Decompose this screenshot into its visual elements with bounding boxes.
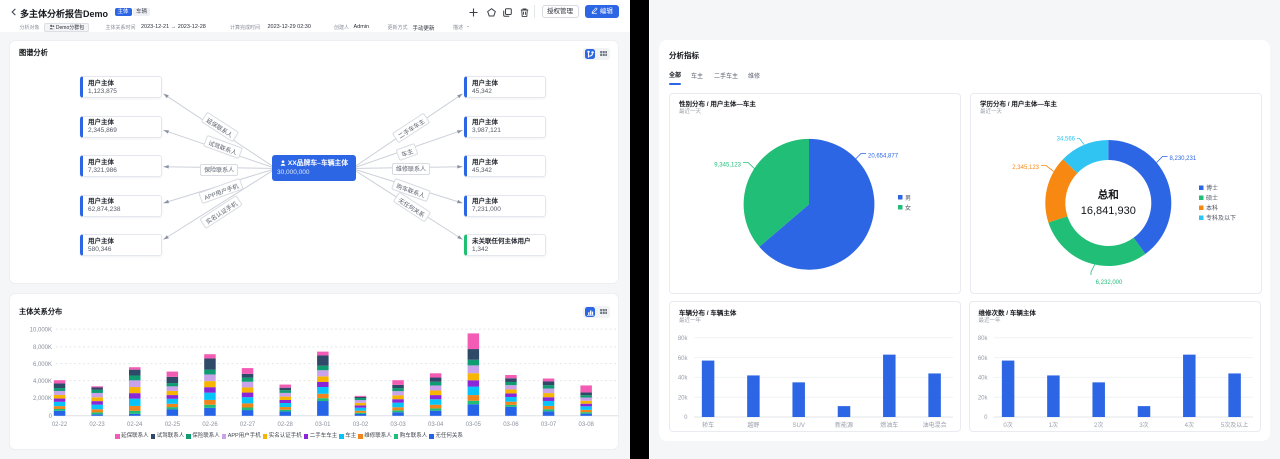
svg-text:02-24: 02-24: [127, 421, 143, 427]
svg-text:0: 0: [984, 415, 988, 421]
svg-text:0: 0: [49, 414, 53, 420]
svg-text:20k: 20k: [678, 395, 689, 401]
svg-text:4,000K: 4,000K: [33, 378, 52, 384]
svg-text:03-02: 03-02: [353, 421, 369, 427]
svg-text:3次: 3次: [1139, 421, 1148, 429]
svg-text:博士: 博士: [1206, 184, 1218, 192]
svg-text:2,000K: 2,000K: [33, 396, 52, 402]
svg-text:硕士: 硕士: [1206, 194, 1218, 202]
svg-text:总和: 总和: [1098, 188, 1119, 201]
svg-text:本科: 本科: [1206, 204, 1218, 212]
svg-text:02-22: 02-22: [52, 421, 68, 427]
svg-text:专科及以下: 专科及以下: [1206, 214, 1236, 222]
svg-text:20,654,877: 20,654,877: [868, 153, 899, 159]
svg-text:02-25: 02-25: [165, 421, 181, 427]
svg-text:80k: 80k: [678, 336, 689, 342]
svg-text:03-07: 03-07: [541, 421, 557, 427]
svg-text:40k: 40k: [678, 376, 689, 382]
svg-text:03-03: 03-03: [390, 421, 406, 427]
svg-text:越野: 越野: [747, 421, 759, 429]
svg-text:1次: 1次: [1048, 421, 1057, 429]
svg-text:10,000K: 10,000K: [30, 327, 52, 333]
svg-text:0: 0: [684, 415, 688, 421]
svg-text:9,345,123: 9,345,123: [714, 162, 741, 168]
svg-text:轿车: 轿车: [702, 421, 714, 429]
svg-text:02-28: 02-28: [278, 421, 294, 427]
svg-text:02-27: 02-27: [240, 421, 256, 427]
svg-text:60k: 60k: [977, 356, 988, 362]
svg-text:6,000K: 6,000K: [33, 361, 52, 367]
svg-text:03-06: 03-06: [503, 421, 519, 427]
svg-text:新能源: 新能源: [835, 421, 853, 429]
svg-text:2次: 2次: [1094, 421, 1103, 429]
svg-text:0次: 0次: [1003, 421, 1012, 429]
svg-text:油电混合: 油电混合: [923, 421, 947, 429]
svg-text:燃油车: 燃油车: [880, 421, 898, 429]
svg-text:16,841,930: 16,841,930: [1081, 205, 1136, 217]
svg-text:男: 男: [905, 195, 911, 202]
svg-text:6,232,000: 6,232,000: [1096, 280, 1123, 286]
svg-text:03-08: 03-08: [579, 421, 595, 427]
svg-text:03-05: 03-05: [466, 421, 482, 427]
svg-text:4次: 4次: [1184, 421, 1193, 429]
svg-text:20k: 20k: [977, 395, 988, 401]
svg-text:03-04: 03-04: [428, 421, 444, 427]
svg-text:03-01: 03-01: [315, 421, 331, 427]
svg-text:8,000K: 8,000K: [33, 345, 52, 351]
svg-text:80k: 80k: [977, 336, 988, 342]
svg-text:2,345,123: 2,345,123: [1012, 165, 1039, 171]
svg-text:34,566: 34,566: [1057, 136, 1076, 142]
svg-text:8,230,231: 8,230,231: [1170, 156, 1197, 162]
svg-text:SUV: SUV: [793, 423, 805, 429]
svg-text:02-23: 02-23: [89, 421, 105, 427]
svg-text:女: 女: [905, 204, 911, 212]
svg-text:5次及以上: 5次及以上: [1220, 421, 1247, 429]
svg-text:40k: 40k: [977, 376, 988, 382]
svg-text:02-26: 02-26: [202, 421, 218, 427]
svg-text:60k: 60k: [678, 356, 689, 362]
